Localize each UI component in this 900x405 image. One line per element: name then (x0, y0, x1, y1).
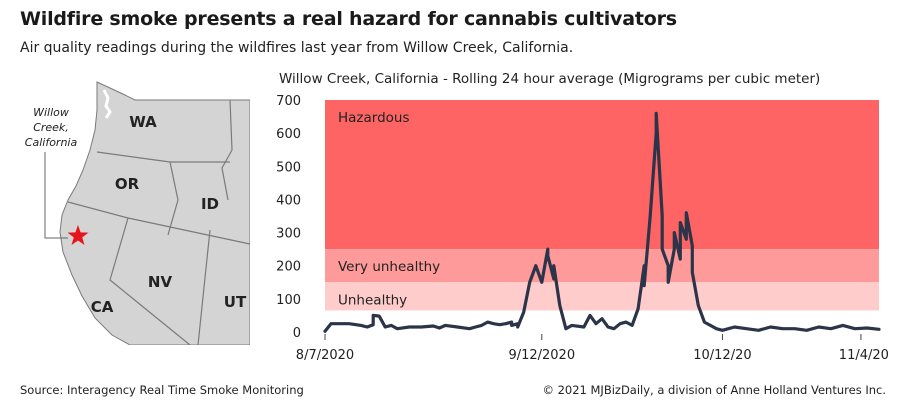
state-borders (67, 99, 250, 345)
y-tick-label: 400 (276, 193, 301, 208)
chart-title: Wildfire smoke presents a real hazard fo… (20, 8, 677, 30)
state-label-nv: NV (148, 273, 173, 291)
band-label-unhealthy: Unhealthy (338, 292, 407, 308)
chart-subtitle: Air quality readings during the wildfire… (20, 40, 574, 56)
state-label-wa: WA (129, 113, 157, 131)
y-tick-label: 700 (276, 94, 301, 109)
plot-title: Willow Creek, California - Rolling 24 ho… (279, 71, 821, 87)
band-hazardous (325, 100, 879, 250)
copyright-note: © 2021 MJBizDaily, a division of Anne Ho… (542, 383, 886, 397)
band-label-hazardous: Hazardous (338, 110, 410, 126)
x-tick-label: 9/12/2020 (508, 348, 575, 363)
band-unhealthy (325, 282, 879, 311)
y-tick-label: 100 (276, 293, 301, 308)
band-label-very-unhealthy: Very unhealthy (338, 259, 440, 275)
callout-line-3: California (25, 136, 78, 149)
x-tick-label: 11/4/20 (839, 348, 889, 363)
y-tick-label: 300 (276, 227, 301, 242)
y-tick-label: 0 (293, 326, 301, 341)
callout-leader-line (44, 152, 68, 239)
y-tick-label: 200 (276, 260, 301, 275)
state-label-or: OR (115, 175, 140, 193)
y-tick-label: 500 (276, 160, 301, 175)
band-very-unhealthy (325, 249, 879, 283)
us-west-landmass (59, 81, 250, 345)
puget-sound-icon (102, 89, 112, 119)
locator-map: WA OR ID CA NV UT Willow Creek, Californ… (20, 75, 250, 345)
air-quality-plot: Hazardous Very unhealthy Unhealthy 0 100 200… (276, 94, 889, 363)
state-label-ut: UT (224, 293, 247, 311)
x-tick-label: 8/7/2020 (296, 348, 354, 363)
source-note: Source: Interagency Real Time Smoke Moni… (20, 383, 304, 397)
pm25-series-line (323, 111, 881, 333)
callout-line-2: Creek, (33, 121, 69, 134)
red-star-icon (67, 225, 89, 245)
state-label-id: ID (201, 195, 219, 213)
state-label-ca: CA (91, 298, 114, 316)
callout-line-1: Willow (33, 106, 69, 119)
x-tick-label: 10/12/20 (693, 348, 751, 363)
y-tick-label: 600 (276, 127, 301, 142)
